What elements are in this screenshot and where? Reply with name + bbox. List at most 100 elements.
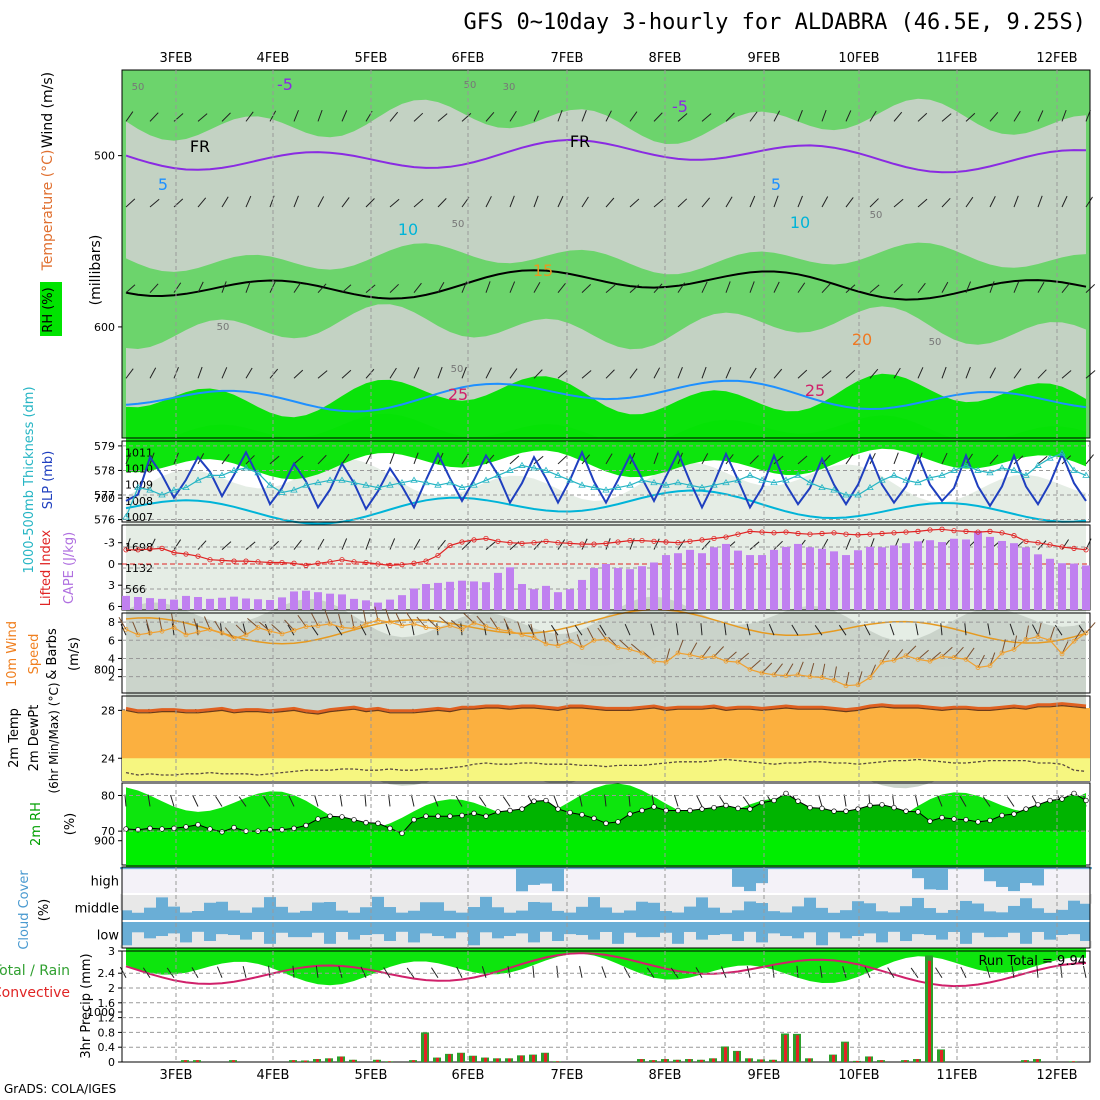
cloud-middle-cell [816, 894, 828, 908]
wind-speed-point [495, 626, 501, 632]
wind-barb [245, 281, 251, 293]
cloud-low-cell [864, 933, 876, 948]
wind-speed-point [603, 636, 609, 642]
wind-barb [629, 284, 640, 294]
cloud-low-cell [1032, 931, 1044, 948]
cloud-high-cell [156, 867, 168, 870]
lifted-index-point [759, 529, 765, 535]
cape-bar [242, 598, 250, 610]
cloud-units: (%) [37, 899, 52, 922]
thickness-tick-label: 578 [94, 464, 115, 477]
thickness-point [302, 481, 310, 488]
wind-barb [242, 965, 247, 978]
wind-barb [605, 369, 615, 379]
cloud-high-cell [444, 867, 456, 870]
wind-barb [221, 541, 232, 550]
wind-barb [509, 110, 517, 122]
wind-barb [749, 455, 759, 465]
cloud-high-cell [612, 867, 624, 870]
lifted-index-point [267, 559, 273, 566]
rh2m-point [927, 818, 933, 824]
wind-barb [221, 367, 228, 379]
wind-barb [797, 282, 806, 293]
wind-speed-point [291, 627, 297, 633]
cloud-high-cell [240, 867, 252, 870]
cloud-high-cell [288, 867, 300, 870]
lifted-index-point [963, 528, 969, 534]
rh2m-point [315, 816, 321, 822]
cape-bar [638, 566, 646, 610]
thickness-point [758, 476, 766, 483]
thickness-point [206, 471, 214, 478]
cloud-middle-cell [708, 894, 720, 908]
wind-barb [502, 796, 511, 807]
cloud-row-high: high [91, 875, 119, 890]
cloud-high-cell [204, 867, 216, 870]
thickness-point [590, 483, 598, 491]
rh-contour-label: 50 [929, 337, 942, 348]
cloud-high-cell [540, 867, 552, 884]
thickness-point [1046, 454, 1054, 461]
thickness-point [866, 483, 874, 491]
rh-legend-swatch [40, 282, 62, 336]
lifted-index-point [915, 528, 921, 534]
wind-barb [338, 966, 343, 978]
cloud-low-cell [828, 932, 840, 948]
precip-convective-bar [292, 1060, 295, 1062]
precip-tick-label: 1.2 [98, 1012, 116, 1025]
rh2m-point [399, 830, 405, 836]
wind-barb [941, 366, 947, 379]
wind-barb [869, 452, 876, 465]
thickness-point [362, 481, 370, 488]
wind-barb [149, 452, 155, 465]
lifted-index-point [519, 540, 525, 547]
wind-barb [819, 965, 823, 978]
lifted-index-point [363, 559, 369, 566]
wind-barb [1061, 370, 1072, 379]
wind-barb [869, 198, 879, 208]
cloud-low-cell [1020, 943, 1032, 948]
cloud-low-cell [1008, 932, 1020, 948]
wind-barb [341, 197, 350, 208]
wind-barb [245, 541, 256, 550]
lifted-index-point [795, 530, 801, 537]
cape-bar [422, 584, 430, 610]
wind-barb [701, 453, 709, 465]
x-tick-label-top: 12FEB [1036, 51, 1077, 66]
cloud-high-cell [852, 867, 864, 870]
wind-barb [533, 455, 544, 465]
wind-speed-point [219, 630, 225, 636]
cape-bar [266, 599, 274, 610]
wind-barb [191, 967, 199, 978]
wind-barb [1037, 195, 1043, 208]
cape-bar [578, 579, 586, 610]
cloud-low-cell [768, 933, 780, 948]
thickness-point [554, 471, 562, 478]
wind-barb [413, 112, 424, 122]
thickness-point [542, 466, 550, 473]
lifted-index-tick-label: 0 [108, 558, 115, 571]
lifted-index-point [399, 562, 405, 568]
lifted-index-point [555, 540, 561, 546]
thickness-point [434, 481, 442, 488]
rh2m-point [591, 815, 597, 821]
cloud-middle-cell [456, 894, 468, 913]
wind-barb [1013, 281, 1020, 293]
wind-barb [149, 367, 157, 379]
thickness-point [662, 481, 670, 488]
precip-convective-bar [880, 1060, 883, 1062]
wind-barb [388, 794, 391, 807]
cloud-high-cell [828, 867, 840, 870]
wind-barb [773, 455, 784, 465]
lifted-index-point [1011, 533, 1017, 539]
rh2m-point [975, 819, 981, 825]
rh2m-tick-label: 70 [101, 825, 115, 838]
cloud-high-cell [804, 867, 816, 870]
wind-barb [365, 198, 375, 208]
cloud-low-cell [504, 936, 516, 948]
wind-barb [413, 282, 422, 293]
temperature-label: Temperature (°C) [40, 150, 56, 272]
lifted-index-point [255, 559, 261, 565]
lifted-index-point [291, 560, 297, 566]
rh2m-point [999, 812, 1005, 819]
